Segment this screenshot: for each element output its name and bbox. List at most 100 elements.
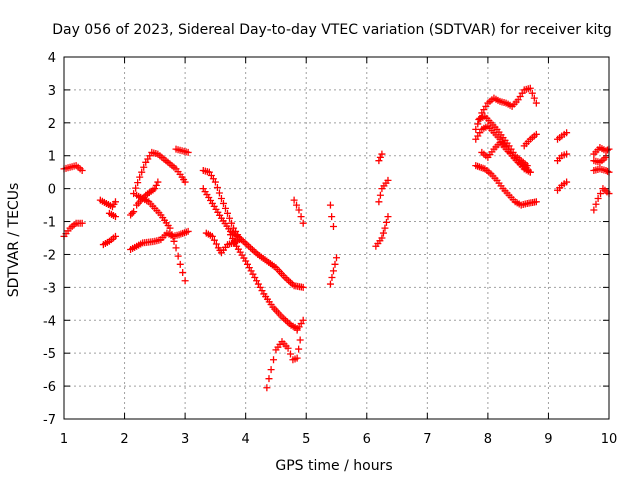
- data-point: [286, 350, 294, 358]
- data-point: [299, 316, 307, 324]
- data-point: [528, 89, 536, 97]
- data-point: [384, 213, 392, 221]
- y-tick-label: -5: [43, 347, 56, 362]
- data-point: [563, 129, 571, 137]
- data-point: [152, 181, 160, 189]
- data-point: [236, 236, 244, 244]
- data-point: [384, 176, 392, 184]
- data-point: [530, 94, 538, 102]
- data-point: [295, 345, 303, 353]
- data-point: [151, 185, 159, 193]
- data-point: [333, 254, 340, 262]
- data-point: [378, 150, 386, 158]
- data-point: [213, 184, 221, 192]
- data-point: [297, 213, 305, 221]
- axis-ticks: [63, 56, 610, 420]
- data-point: [293, 201, 301, 209]
- data-point: [132, 184, 140, 192]
- data-point: [134, 179, 142, 187]
- data-point: [602, 153, 610, 161]
- data-point: [176, 260, 184, 268]
- data-point: [78, 167, 86, 175]
- data-point: [295, 206, 303, 214]
- x-tick-label: 6: [363, 432, 371, 447]
- data-point: [326, 280, 334, 288]
- data-point: [375, 157, 383, 165]
- x-tick-label: 2: [120, 432, 128, 447]
- data-point: [210, 236, 218, 244]
- data-point: [224, 209, 231, 217]
- data-point: [181, 277, 189, 285]
- data-point: [472, 125, 480, 133]
- data-point: [140, 163, 148, 171]
- data-point: [379, 229, 387, 237]
- data-point: [265, 375, 273, 383]
- y-tick-label: -4: [43, 314, 56, 329]
- data-point: [326, 201, 334, 209]
- data-points: [60, 84, 613, 392]
- y-tick-label: 1: [48, 150, 56, 165]
- plot-frame: [63, 56, 610, 420]
- data-point: [590, 206, 598, 214]
- data-point: [592, 200, 600, 208]
- y-axis-label: SDTVAR / TECUs: [6, 183, 22, 298]
- data-point: [293, 354, 301, 362]
- data-point: [170, 237, 178, 245]
- data-point: [166, 224, 174, 232]
- data-point: [154, 178, 162, 186]
- data-point: [229, 235, 237, 243]
- y-axis-tick-labels: -7 -6 -5 -4 -3 -2 -1 0 1 2 3 4: [43, 51, 56, 428]
- data-point: [219, 199, 227, 207]
- data-point: [270, 356, 278, 364]
- x-tick-label: 8: [484, 432, 492, 447]
- data-point: [215, 189, 223, 197]
- data-point: [172, 244, 180, 252]
- data-point: [602, 147, 610, 155]
- data-point: [375, 198, 383, 206]
- data-point: [376, 191, 384, 199]
- data-point: [130, 208, 138, 216]
- data-point: [296, 336, 304, 344]
- data-point: [212, 240, 220, 248]
- data-point: [563, 150, 571, 158]
- x-tick-label: 4: [242, 432, 250, 447]
- data-point: [127, 211, 135, 219]
- data-point: [78, 219, 86, 227]
- data-point: [328, 273, 336, 281]
- data-point: [267, 366, 275, 374]
- y-tick-label: 0: [48, 183, 56, 198]
- y-tick-label: -3: [43, 281, 56, 296]
- data-point: [329, 222, 337, 230]
- data-point: [179, 269, 187, 277]
- data-point: [228, 219, 236, 227]
- data-point: [174, 252, 182, 260]
- data-point: [378, 234, 386, 242]
- data-point: [284, 344, 292, 352]
- data-point: [376, 153, 384, 161]
- data-point: [138, 168, 146, 176]
- data-point: [211, 178, 219, 186]
- data-point: [381, 224, 389, 232]
- grid-lines: [64, 57, 609, 419]
- x-tick-label: 1: [60, 432, 68, 447]
- y-tick-label: -7: [43, 413, 56, 428]
- data-point: [231, 238, 239, 246]
- data-point: [111, 213, 119, 221]
- data-point: [603, 146, 611, 154]
- data-point: [526, 168, 534, 176]
- data-point: [168, 231, 176, 239]
- chart-title: Day 056 of 2023, Sidereal Day-to-day VTE…: [52, 22, 612, 38]
- x-tick-label: 3: [181, 432, 189, 447]
- data-point: [532, 130, 540, 138]
- y-tick-label: -1: [43, 216, 56, 231]
- x-tick-label: 10: [601, 432, 618, 447]
- data-point: [111, 232, 119, 240]
- data-point: [532, 99, 540, 107]
- data-point: [208, 232, 216, 240]
- data-point: [226, 214, 234, 222]
- data-point: [526, 84, 534, 92]
- data-point: [328, 213, 336, 221]
- data-point: [128, 209, 136, 217]
